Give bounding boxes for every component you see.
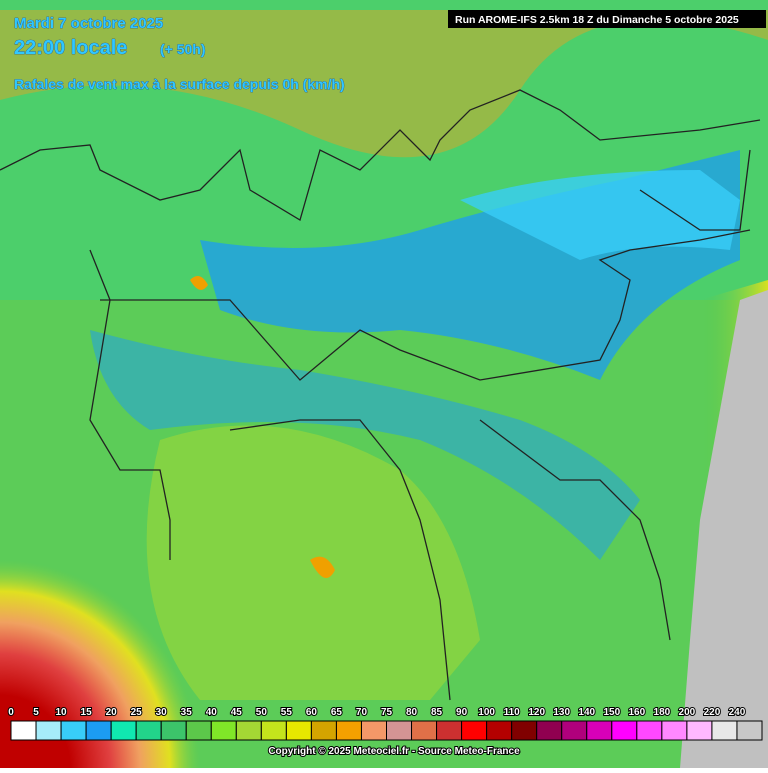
- legend-swatch: [386, 720, 413, 741]
- legend-swatch: [35, 720, 62, 741]
- no-data-area: [680, 290, 768, 768]
- legend-swatch: [360, 720, 388, 741]
- apennine-band: [90, 330, 640, 560]
- legend-swatch: [736, 720, 763, 741]
- legend-label: 25: [131, 707, 143, 718]
- border-line: [0, 89, 761, 221]
- legend-label: 60: [306, 707, 318, 718]
- legend-label: 90: [456, 707, 468, 718]
- legend-swatch: [335, 720, 362, 741]
- legend-swatch: [310, 720, 337, 741]
- border-line: [479, 419, 671, 641]
- borders: [0, 89, 761, 701]
- legend-swatch: [285, 720, 312, 741]
- legend-label: 180: [654, 707, 671, 718]
- legend-label: 70: [356, 707, 368, 718]
- legend-swatch: [636, 720, 663, 741]
- gust-spot: [310, 556, 335, 578]
- legend-swatch: [461, 720, 488, 741]
- legend-label: 240: [729, 707, 746, 718]
- legend-swatch: [561, 720, 588, 741]
- legend-label: 55: [281, 707, 293, 718]
- forecast-time: 22:00 locale: [14, 37, 127, 59]
- legend-swatch: [611, 720, 638, 741]
- gust-spot: [190, 276, 208, 290]
- legend-swatch: [661, 720, 688, 741]
- forecast-date: Mardi 7 octobre 2025: [14, 15, 163, 32]
- legend-swatch: [536, 720, 563, 741]
- legend-label: 140: [578, 707, 595, 718]
- legend-swatch: [411, 720, 438, 741]
- legend-swatch: [60, 720, 87, 741]
- legend-swatch: [110, 720, 137, 741]
- legend-swatch: [486, 720, 513, 741]
- run-box: [448, 10, 766, 28]
- legend-swatch: [160, 720, 187, 741]
- legend-label: 0: [8, 707, 14, 718]
- legend-label: 130: [553, 707, 570, 718]
- legend-swatch: [210, 720, 237, 741]
- legend-label: 120: [528, 707, 545, 718]
- legend-label: 200: [679, 707, 696, 718]
- legend-label: 45: [231, 707, 243, 718]
- legend-swatch: [10, 720, 37, 741]
- alps-ridge: [0, 10, 768, 158]
- legend-label: 30: [156, 707, 168, 718]
- legend-label: 10: [56, 707, 68, 718]
- legend-label: 5: [33, 707, 39, 718]
- legend-swatch: [235, 720, 262, 741]
- legend-label: 160: [628, 707, 645, 718]
- veneto-low: [460, 170, 740, 260]
- copyright: Copyright © 2025 Meteociel.fr - Source M…: [268, 746, 520, 757]
- legend-swatch: [686, 720, 713, 741]
- legend-swatch: [511, 720, 538, 741]
- legend-label: 100: [478, 707, 495, 718]
- legend-label: 40: [206, 707, 218, 718]
- coastline: [229, 419, 451, 701]
- legend-swatch: [260, 720, 287, 741]
- legend-swatch: [185, 720, 212, 741]
- legend-label: 20: [106, 707, 118, 718]
- border-line: [639, 149, 751, 231]
- legend-swatch: [436, 720, 463, 741]
- legend-swatch: [586, 720, 613, 741]
- border-line: [89, 249, 171, 560]
- legend-label: 15: [81, 707, 93, 718]
- legend-swatch: [135, 720, 162, 741]
- legend-swatch: [711, 720, 738, 741]
- legend-label: 65: [331, 707, 343, 718]
- legend-label: 80: [406, 707, 418, 718]
- run-label: Run AROME-IFS 2.5km 18 Z du Dimanche 5 o…: [455, 14, 739, 26]
- legend-label: 85: [431, 707, 443, 718]
- border-line: [100, 229, 751, 381]
- legend-label: 50: [256, 707, 268, 718]
- legend-label: 75: [381, 707, 393, 718]
- legend-label: 110: [504, 707, 521, 718]
- legend-swatch: [85, 720, 112, 741]
- legend-label: 220: [704, 707, 721, 718]
- legend-label: 35: [181, 707, 193, 718]
- forecast-offset: (+ 50h): [160, 41, 206, 57]
- map-subtitle: Rafales de vent max à la surface depuis …: [14, 76, 345, 92]
- legend: 0 5 10 15 20 25 30 35 40 45 50 55 60 65 70 75 80 85 90 100 1…: [7, 706, 763, 741]
- legend-label: 150: [603, 707, 620, 718]
